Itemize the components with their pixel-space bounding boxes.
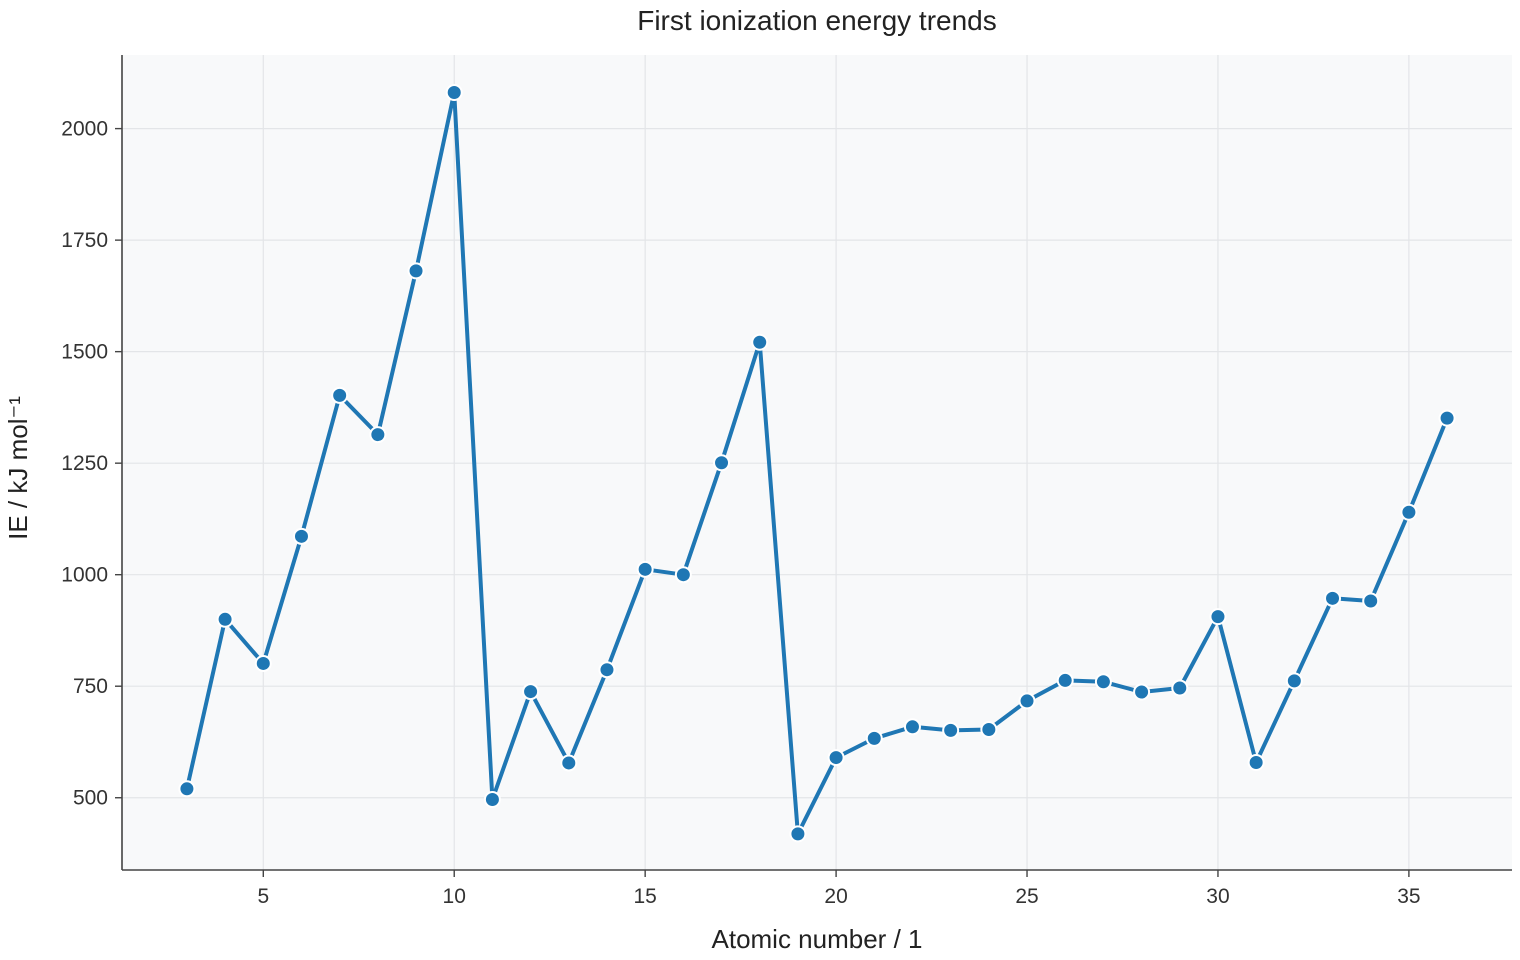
chart-title: First ionization energy trends — [637, 5, 997, 36]
data-point — [942, 721, 960, 739]
x-tick-label: 5 — [257, 885, 269, 908]
data-point — [980, 720, 998, 738]
data-point — [445, 83, 463, 101]
data-point — [560, 754, 578, 772]
x-tick-label: 30 — [1206, 885, 1229, 908]
data-point — [903, 718, 921, 736]
plot-area — [122, 55, 1512, 870]
data-point — [1209, 608, 1227, 626]
data-point — [751, 333, 769, 351]
data-point — [1438, 409, 1456, 427]
y-tick-label: 500 — [73, 787, 108, 810]
data-point — [789, 825, 807, 843]
data-point — [292, 527, 310, 545]
data-point — [254, 654, 272, 672]
data-point — [1171, 679, 1189, 697]
data-point — [407, 262, 425, 280]
data-point — [1133, 683, 1151, 701]
data-point — [1400, 503, 1418, 521]
data-point — [331, 386, 349, 404]
y-tick-label: 1750 — [61, 229, 108, 252]
data-point — [1362, 592, 1380, 610]
data-point — [598, 661, 616, 679]
data-point — [369, 426, 387, 444]
x-tick-label: 15 — [633, 885, 656, 908]
data-point — [483, 791, 501, 809]
data-point — [674, 566, 692, 584]
x-tick-label: 25 — [1015, 885, 1038, 908]
x-axis-label: Atomic number / 1 — [712, 924, 923, 954]
y-tick-label: 1250 — [61, 452, 108, 475]
y-tick-label: 1500 — [61, 341, 108, 364]
data-point — [636, 560, 654, 578]
data-point — [1285, 672, 1303, 690]
data-point — [713, 454, 731, 472]
x-tick-label: 20 — [824, 885, 847, 908]
x-tick-label: 10 — [443, 885, 466, 908]
grid — [122, 55, 1512, 870]
data-point — [178, 780, 196, 798]
data-point — [1056, 671, 1074, 689]
series — [178, 83, 1456, 843]
data-point — [1018, 692, 1036, 710]
y-tick-label: 2000 — [61, 118, 108, 141]
series-line — [184, 90, 1450, 836]
data-point — [827, 749, 845, 767]
y-axis-label: IE / kJ mol⁻¹ — [3, 396, 33, 540]
x-tick-label: 35 — [1397, 885, 1420, 908]
data-point — [1247, 753, 1265, 771]
ticks: 5 10 15 20 25 30 35 500 750 1000 1250 1500 1750 2000 — [61, 118, 1420, 908]
y-tick-label: 1000 — [61, 564, 108, 587]
data-point — [216, 610, 234, 628]
data-point — [522, 683, 540, 701]
data-point — [1324, 589, 1342, 607]
data-point — [1094, 673, 1112, 691]
y-tick-label: 750 — [73, 675, 108, 698]
data-point — [865, 729, 883, 747]
